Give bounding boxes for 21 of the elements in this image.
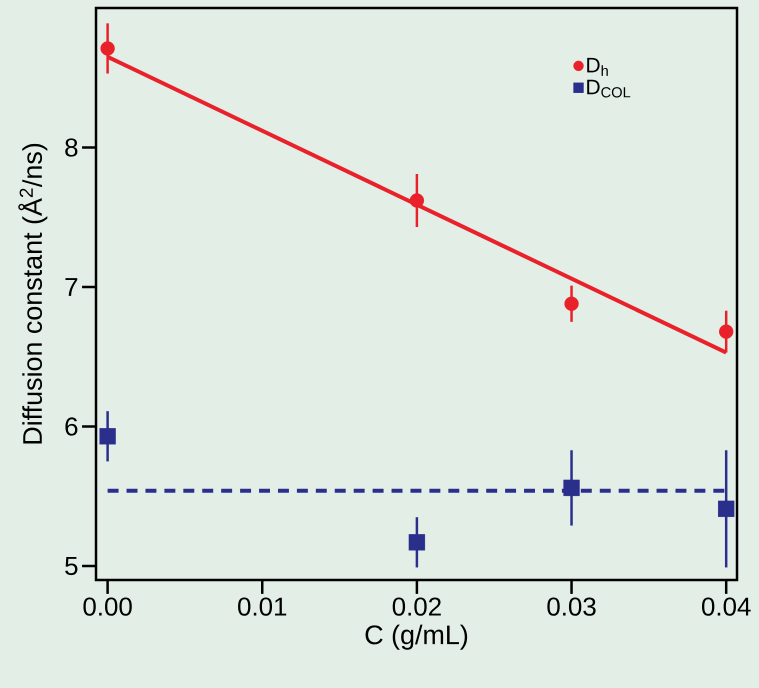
y-tick-label: 6 bbox=[65, 417, 78, 436]
y-tick-label: 7 bbox=[65, 278, 78, 296]
point bbox=[408, 534, 426, 550]
point bbox=[563, 480, 580, 496]
y-tick-label: 5 bbox=[65, 556, 78, 576]
x-tick-label: 0.04 bbox=[702, 597, 751, 616]
x-tick-label: 0.00 bbox=[83, 597, 132, 616]
point bbox=[410, 193, 424, 208]
y-tick-label: 8 bbox=[65, 138, 78, 157]
x-tick-label: 0.01 bbox=[238, 597, 286, 616]
x-tick-label: 0.03 bbox=[547, 597, 596, 616]
point bbox=[564, 296, 579, 311]
legend-label: D$_{COL}$ bbox=[587, 80, 630, 98]
legend-label: D$_{h}$ bbox=[587, 58, 608, 76]
point bbox=[100, 41, 115, 56]
point bbox=[718, 500, 734, 518]
x-tick-label: 0.02 bbox=[392, 597, 441, 616]
x-axis-title: C (g/mL) bbox=[366, 624, 468, 650]
point bbox=[99, 428, 116, 444]
y-axis-title: Diffusion constant (Å$^{2}$/ns) bbox=[18, 144, 48, 444]
point bbox=[719, 324, 734, 339]
